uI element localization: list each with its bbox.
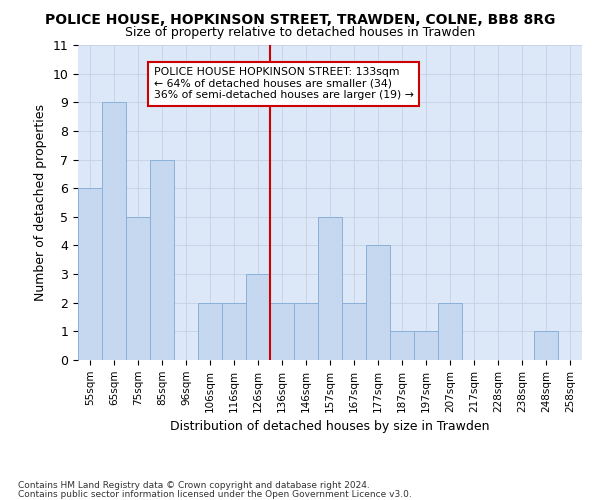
Text: Contains HM Land Registry data © Crown copyright and database right 2024.: Contains HM Land Registry data © Crown c… <box>18 481 370 490</box>
Bar <box>126 217 150 360</box>
Bar <box>294 302 318 360</box>
Bar <box>438 302 462 360</box>
Text: Contains public sector information licensed under the Open Government Licence v3: Contains public sector information licen… <box>18 490 412 499</box>
Text: POLICE HOUSE, HOPKINSON STREET, TRAWDEN, COLNE, BB8 8RG: POLICE HOUSE, HOPKINSON STREET, TRAWDEN,… <box>45 12 555 26</box>
Bar <box>534 332 558 360</box>
Bar <box>318 217 342 360</box>
Bar <box>246 274 270 360</box>
Bar <box>390 332 414 360</box>
Bar <box>150 160 174 360</box>
Bar <box>198 302 222 360</box>
Bar <box>414 332 438 360</box>
Text: POLICE HOUSE HOPKINSON STREET: 133sqm
← 64% of detached houses are smaller (34)
: POLICE HOUSE HOPKINSON STREET: 133sqm ← … <box>154 67 413 100</box>
Bar <box>270 302 294 360</box>
Y-axis label: Number of detached properties: Number of detached properties <box>34 104 47 301</box>
Bar <box>342 302 366 360</box>
Text: Size of property relative to detached houses in Trawden: Size of property relative to detached ho… <box>125 26 475 39</box>
Bar <box>366 246 390 360</box>
Bar <box>102 102 126 360</box>
Bar <box>222 302 246 360</box>
X-axis label: Distribution of detached houses by size in Trawden: Distribution of detached houses by size … <box>170 420 490 433</box>
Bar <box>78 188 102 360</box>
